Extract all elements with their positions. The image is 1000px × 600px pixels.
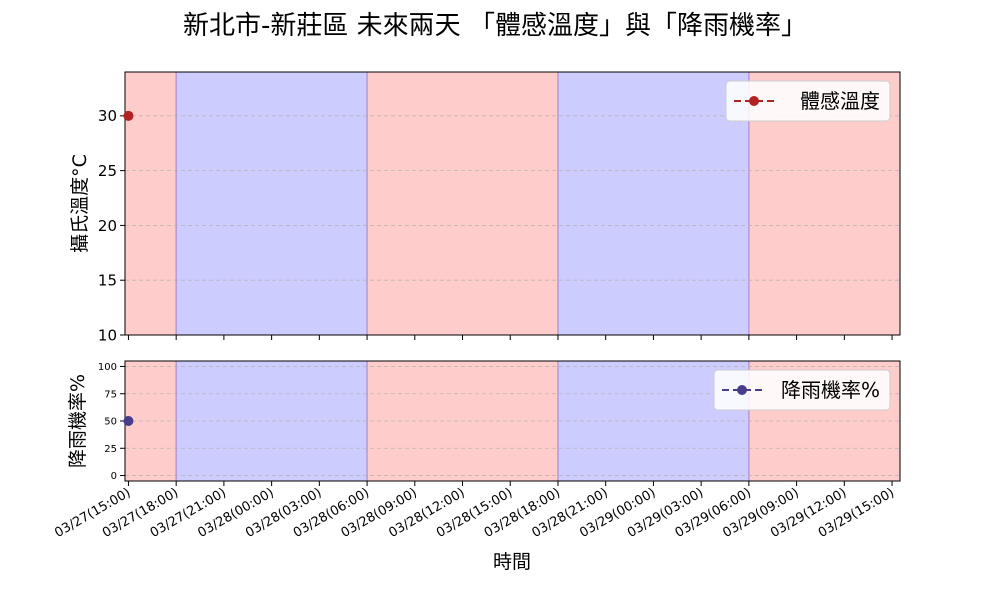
- y-tick-label: 20: [98, 217, 117, 235]
- y-tick-label: 0: [111, 471, 117, 482]
- y-tick-label: 50: [104, 417, 117, 428]
- data-point: [123, 110, 134, 121]
- y-axis-label: 降雨機率%: [67, 374, 89, 468]
- data-point: [123, 416, 134, 426]
- legend-box: [713, 369, 891, 411]
- y-tick-label: 25: [104, 444, 117, 455]
- y-tick-label: 15: [98, 272, 117, 290]
- y-tick-label: 30: [98, 107, 117, 125]
- x-axis: 03/27(15:00)03/27(18:00)03/27(21:00)03/2…: [52, 485, 897, 541]
- legend: 降雨機率%: [713, 369, 891, 411]
- y-tick-label: 25: [98, 162, 117, 180]
- legend-label: 體感溫度: [800, 89, 880, 113]
- legend: 體感溫度: [725, 80, 891, 122]
- rain-probability-panel: 0 25 50 75 100 降雨機率% 降雨機率%: [67, 360, 901, 486]
- legend-box: [725, 80, 891, 122]
- chart-title: 新北市-新莊區 未來兩天 「體感溫度」與「降雨機率」: [183, 11, 807, 41]
- legend-label: 降雨機率%: [781, 378, 880, 402]
- temperature-panel: 10 15 20 25 30 攝氏溫度°C 體感溫度: [69, 71, 901, 344]
- night-shade-band: [176, 72, 368, 335]
- y-tick-label: 10: [98, 326, 117, 344]
- y-tick-label: 100: [98, 362, 117, 373]
- legend-marker: [749, 96, 759, 106]
- y-tick-label: 75: [104, 389, 117, 400]
- axes-frame: [124, 71, 901, 336]
- night-shade-band: [557, 72, 749, 335]
- x-axis-label: 時間: [493, 551, 531, 573]
- y-axis-label: 攝氏溫度°C: [69, 154, 91, 253]
- day-shade-band: [125, 72, 177, 335]
- legend-marker: [737, 385, 747, 395]
- day-shade-band: [367, 72, 558, 335]
